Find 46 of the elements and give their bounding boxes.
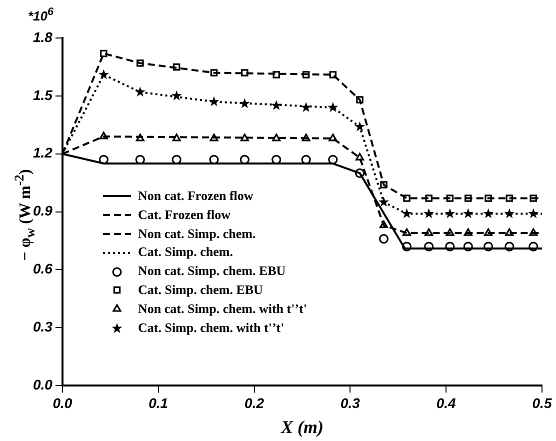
point — [328, 102, 338, 112]
y-tick-label: 0.3 — [32, 318, 53, 335]
point — [172, 134, 181, 142]
x-tick-label: 0.5 — [532, 394, 552, 411]
legend-label: Cat. Frozen flow — [138, 206, 231, 224]
x-tick-label: 0.2 — [244, 394, 264, 411]
point — [462, 208, 474, 218]
point — [424, 208, 434, 218]
legend-label: Cat. Simp. chem. EBU — [138, 280, 263, 299]
legend-label: Cat. Simp. chem. — [138, 243, 233, 262]
point — [378, 234, 389, 244]
point — [272, 134, 281, 142]
point — [171, 90, 182, 100]
point — [134, 86, 146, 97]
point — [528, 208, 539, 218]
point — [240, 134, 249, 142]
legend-label: Cat. Simp. chem. with t'’t' — [138, 318, 284, 337]
x-tick-label: 0.3 — [340, 394, 360, 411]
legend-label: Non cat. Simp. chem. EBU — [138, 262, 286, 280]
y-tick-label: 1.5 — [32, 86, 53, 103]
y-tick-label: 1.8 — [32, 28, 53, 45]
legend-label: Non cat. Simp. chem. — [138, 224, 256, 243]
legend-label: Non cat. Frozen flow — [138, 187, 254, 205]
legend-label: Non cat. Simp. chem. with t'’t' — [138, 300, 307, 318]
point — [356, 152, 364, 161]
y-tick-label: 0.9 — [32, 202, 53, 219]
x-tick-label: 0.1 — [148, 394, 168, 411]
x-tick-label: 0.4 — [436, 394, 456, 411]
point — [208, 96, 220, 106]
y-tick-label: 0.6 — [32, 260, 53, 277]
y-tick-label: 1.2 — [32, 144, 53, 161]
x-tick-label: 0.0 — [52, 394, 72, 411]
y-tick-label: 0.0 — [32, 376, 53, 392]
point — [402, 208, 412, 218]
point — [378, 196, 389, 207]
point — [239, 98, 250, 108]
point — [241, 69, 248, 76]
point — [444, 208, 456, 218]
point — [483, 208, 494, 218]
x-axis-title: X (m) — [280, 416, 324, 437]
point — [504, 208, 515, 218]
point — [300, 102, 312, 112]
point — [98, 69, 109, 80]
text: *10$^{6}$ — [28, 6, 54, 24]
point — [271, 100, 282, 110]
point — [354, 121, 366, 132]
